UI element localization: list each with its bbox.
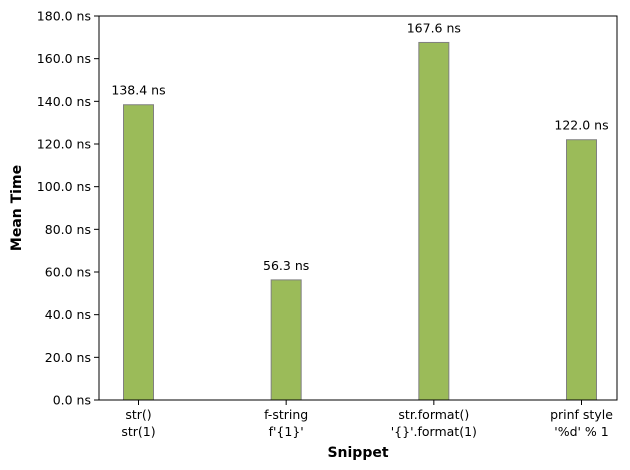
y-tick-label: 120.0 ns [37, 137, 91, 152]
bar [123, 104, 154, 401]
x-tick-label-code: '{}'.format(1) [391, 424, 477, 439]
y-tick-label: 40.0 ns [45, 307, 91, 322]
bar [270, 279, 302, 401]
y-tick-label: 60.0 ns [45, 265, 91, 280]
x-axis: str() str(1) f-string f'{1}' str.format() '{}… [121, 400, 613, 439]
y-tick-label: 100.0 ns [37, 179, 91, 194]
y-tick-label: 180.0 ns [37, 9, 91, 24]
x-tick-label: f-string [264, 407, 308, 422]
y-axis: 0.0 ns 20.0 ns 40.0 ns 60.0 ns 80.0 ns 100.0 … [37, 9, 99, 408]
y-tick-label: 140.0 ns [37, 94, 91, 109]
y-tick-label: 80.0 ns [45, 222, 91, 237]
x-tick-label: prinf style [550, 407, 613, 422]
bars-layer [123, 41, 597, 401]
x-tick-label-code: str(1) [121, 424, 155, 439]
plot-frame [98, 15, 618, 401]
x-axis-title: Snippet [327, 445, 388, 461]
y-tick-label: 160.0 ns [37, 51, 91, 66]
bar-value-label: 122.0 ns [554, 118, 608, 133]
bar-value-label: 167.6 ns [407, 20, 461, 35]
y-tick-label: 0.0 ns [53, 393, 91, 408]
x-tick-label: str() [125, 407, 151, 422]
bar [566, 139, 597, 401]
y-tick-label: 20.0 ns [45, 350, 91, 365]
data-labels-layer: 138.4 ns 56.3 ns 167.6 ns 122.0 ns [111, 20, 608, 272]
x-tick-label-code: '%d' % 1 [554, 424, 608, 439]
y-axis-title: Mean Time [9, 165, 25, 251]
x-tick-label: str.format() [398, 407, 469, 422]
bar-value-label: 56.3 ns [263, 258, 309, 273]
x-tick-label-code: f'{1}' [269, 424, 304, 439]
bar [418, 41, 450, 401]
bar-value-label: 138.4 ns [111, 83, 165, 98]
